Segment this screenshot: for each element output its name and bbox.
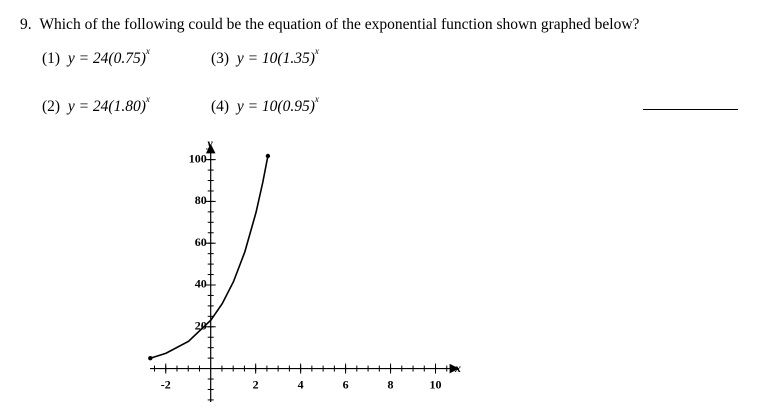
- endpoint: [148, 356, 153, 361]
- question-number: 9.: [20, 16, 32, 33]
- choice: (3) y = 10(1.35)x: [211, 46, 319, 68]
- answer-line: [643, 109, 738, 110]
- choice-label: (4): [211, 98, 230, 115]
- x-axis-label: x: [454, 361, 461, 375]
- x-tick-label: 10: [430, 377, 442, 391]
- choice-label: (1): [42, 50, 61, 67]
- y-tick-label: 40: [195, 277, 207, 291]
- exponent: x: [314, 94, 319, 104]
- equation: y = 10(0.95): [236, 98, 315, 115]
- y-tick-label: 100: [189, 151, 207, 165]
- x-tick-label: -2: [161, 377, 171, 391]
- endpoint: [265, 153, 271, 159]
- equation: y = 24(0.75): [67, 50, 146, 67]
- choice-label: (3): [211, 50, 230, 67]
- x-tick-label: 2: [253, 377, 259, 391]
- choice: (2) y = 24(1.80)x: [42, 94, 150, 116]
- choice: (1) y = 24(0.75)x: [42, 46, 150, 68]
- exponent: x: [145, 46, 150, 56]
- equation: y = 10(1.35): [236, 50, 315, 67]
- y-tick-label: 60: [195, 235, 207, 249]
- x-tick-label: 4: [298, 377, 304, 391]
- x-tick-label: 6: [343, 377, 349, 391]
- exponent: x: [314, 46, 319, 56]
- y-axis-label: y: [205, 136, 213, 150]
- equation: y = 24(1.80): [67, 98, 146, 115]
- choice-label: (2): [42, 98, 61, 115]
- curve: [150, 155, 269, 359]
- y-tick-label: 20: [195, 319, 207, 333]
- exponent: x: [145, 94, 150, 104]
- x-tick-label: 8: [388, 377, 394, 391]
- choice: (4) y = 10(0.95)x: [211, 94, 319, 116]
- y-tick-label: 80: [195, 193, 207, 207]
- question-text: Which of the following could be the equa…: [39, 16, 640, 33]
- question: 9. Which of the following could be the e…: [20, 16, 639, 34]
